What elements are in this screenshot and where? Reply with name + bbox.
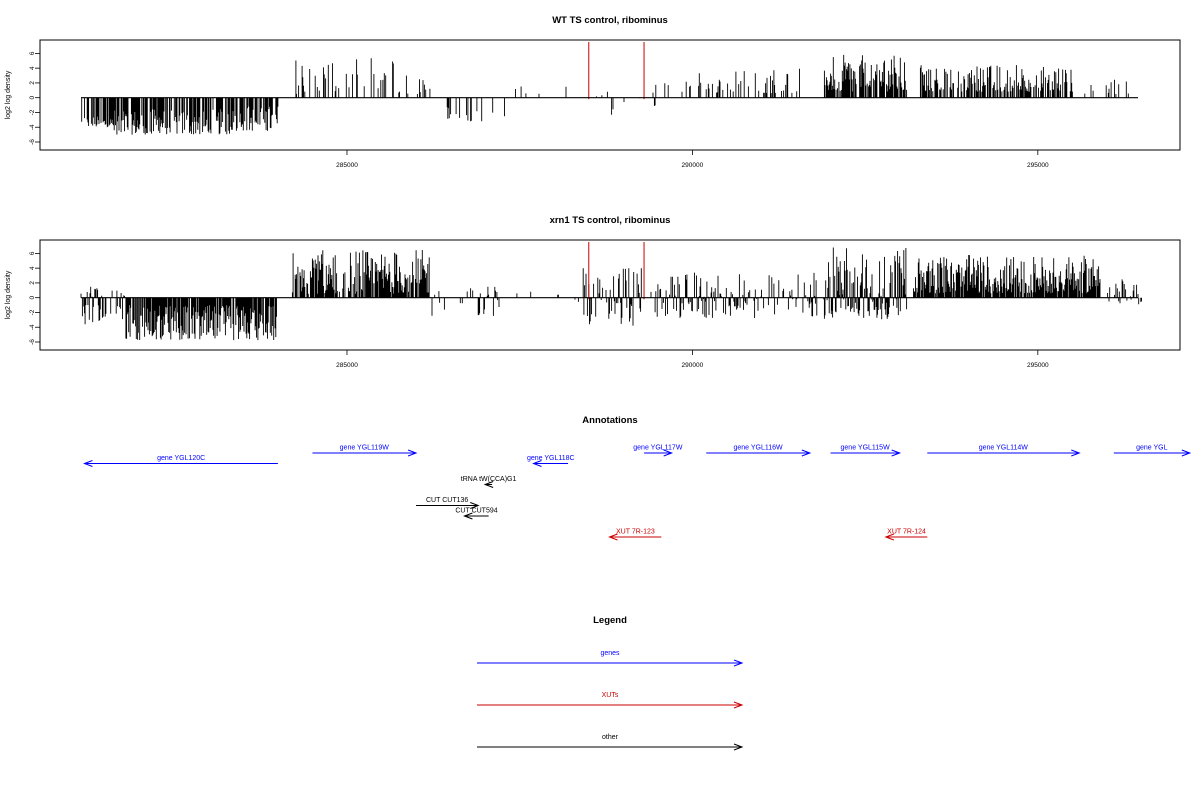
annotation-label: gene YGL117W bbox=[633, 445, 683, 452]
y-tick-label: 0 bbox=[29, 296, 36, 300]
wt-panel-title: WT TS control, ribominus bbox=[552, 15, 668, 26]
annotation-arrow-head bbox=[83, 460, 93, 467]
wt-y-axis: -6 -4 -2 0 2 4 6 bbox=[29, 51, 40, 145]
legend-label: other bbox=[602, 734, 619, 741]
x-tick-label: 290000 bbox=[682, 162, 704, 169]
x-tick-label: 285000 bbox=[336, 362, 358, 369]
annotation-label: XUT 7R-123 bbox=[616, 529, 655, 536]
annotation-features: gene YGL120C gene YGL119W gene YGL117W gene… bbox=[83, 445, 1192, 541]
annotation-label: CUT CUT594 bbox=[455, 508, 497, 515]
annotation-arrow-head bbox=[462, 512, 473, 520]
xrn1-panel-title: xrn1 TS control, ribominus bbox=[550, 215, 671, 226]
y-tick-label: -4 bbox=[29, 124, 36, 130]
density-bar-set bbox=[81, 54, 1129, 135]
annotation-label: gene YGL118C bbox=[527, 455, 575, 462]
annotation-arrow-head bbox=[1181, 449, 1192, 457]
wt-density-panel: WT TS control, ribominus log2 log densit… bbox=[5, 15, 1181, 169]
annotation-label: tRNA tW(CCA)G1 bbox=[461, 476, 517, 483]
xrn1-y-axis: -6 -4 -2 0 2 4 6 bbox=[29, 251, 40, 345]
xrn1-density-bars bbox=[80, 247, 1142, 341]
wt-marker-lines bbox=[588, 42, 645, 100]
y-tick-label: -4 bbox=[29, 324, 36, 330]
annotation-arrow-head bbox=[663, 449, 674, 457]
annotation-label: gene YGL115W bbox=[841, 445, 891, 452]
annotation-label: gene YGL119W bbox=[340, 445, 390, 452]
annotation-label: gene YGL120C bbox=[157, 455, 205, 462]
annotation-arrow-head bbox=[801, 449, 812, 457]
annotation-label: XUT 7R-124 bbox=[887, 529, 926, 536]
y-tick-label: 2 bbox=[29, 81, 36, 85]
wt-plot-frame bbox=[39, 39, 1181, 151]
annotation-arrow-head bbox=[483, 481, 494, 488]
y-tick-label: 6 bbox=[29, 251, 36, 255]
y-tick-label: 4 bbox=[29, 66, 36, 70]
annotation-label: gene YGL bbox=[1136, 445, 1168, 452]
y-tick-label: -6 bbox=[29, 339, 36, 345]
legend-arrow-head bbox=[733, 659, 744, 667]
legend: Legend genes XUTs other bbox=[477, 615, 744, 751]
y-tick-label: 0 bbox=[29, 96, 36, 100]
y-tick-label: -6 bbox=[29, 139, 36, 145]
legend-entries: genes XUTs other bbox=[477, 650, 744, 751]
y-tick-label: -2 bbox=[29, 109, 36, 115]
x-tick-label: 295000 bbox=[1027, 162, 1049, 169]
annotation-label: gene YGL116W bbox=[733, 445, 783, 452]
annotation-arrow-head bbox=[884, 533, 895, 541]
wt-density-bars bbox=[81, 54, 1129, 135]
legend-label: genes bbox=[600, 650, 620, 657]
xrn1-plot-frame bbox=[39, 239, 1181, 351]
x-tick-label: 285000 bbox=[336, 162, 358, 169]
annotation-arrow-head bbox=[532, 460, 542, 467]
legend-title: Legend bbox=[593, 615, 627, 626]
annotation-label: gene YGL114W bbox=[979, 445, 1029, 452]
annotation-arrow-head bbox=[407, 449, 418, 457]
xrn1-x-axis: 285000 290000 295000 bbox=[336, 350, 1049, 369]
x-tick-label: 290000 bbox=[682, 362, 704, 369]
x-tick-label: 295000 bbox=[1027, 362, 1049, 369]
wt-y-axis-label: log2 log density bbox=[5, 70, 12, 119]
annotations-title: Annotations bbox=[582, 415, 637, 426]
y-tick-label: 6 bbox=[29, 51, 36, 55]
xrn1-marker-lines bbox=[588, 242, 645, 300]
legend-label: XUTs bbox=[602, 692, 619, 699]
y-tick-label: 2 bbox=[29, 281, 36, 285]
y-tick-label: -2 bbox=[29, 309, 36, 315]
wt-x-axis: 285000 290000 295000 bbox=[336, 150, 1049, 169]
legend-arrow-head bbox=[733, 701, 744, 709]
legend-arrow-head bbox=[733, 743, 744, 751]
xrn1-density-panel: xrn1 TS control, ribominus log2 log dens… bbox=[5, 215, 1181, 369]
annotation-arrow-head bbox=[470, 502, 480, 509]
density-bar-set bbox=[80, 247, 1142, 341]
annotation-arrow-head bbox=[1071, 449, 1081, 457]
annotation-arrow-head bbox=[891, 449, 902, 457]
xrn1-y-axis-label: log2 log density bbox=[5, 270, 12, 319]
y-tick-label: 4 bbox=[29, 266, 36, 270]
annotation-arrow-head bbox=[608, 533, 618, 541]
annotation-label: CUT CUT136 bbox=[426, 497, 468, 504]
